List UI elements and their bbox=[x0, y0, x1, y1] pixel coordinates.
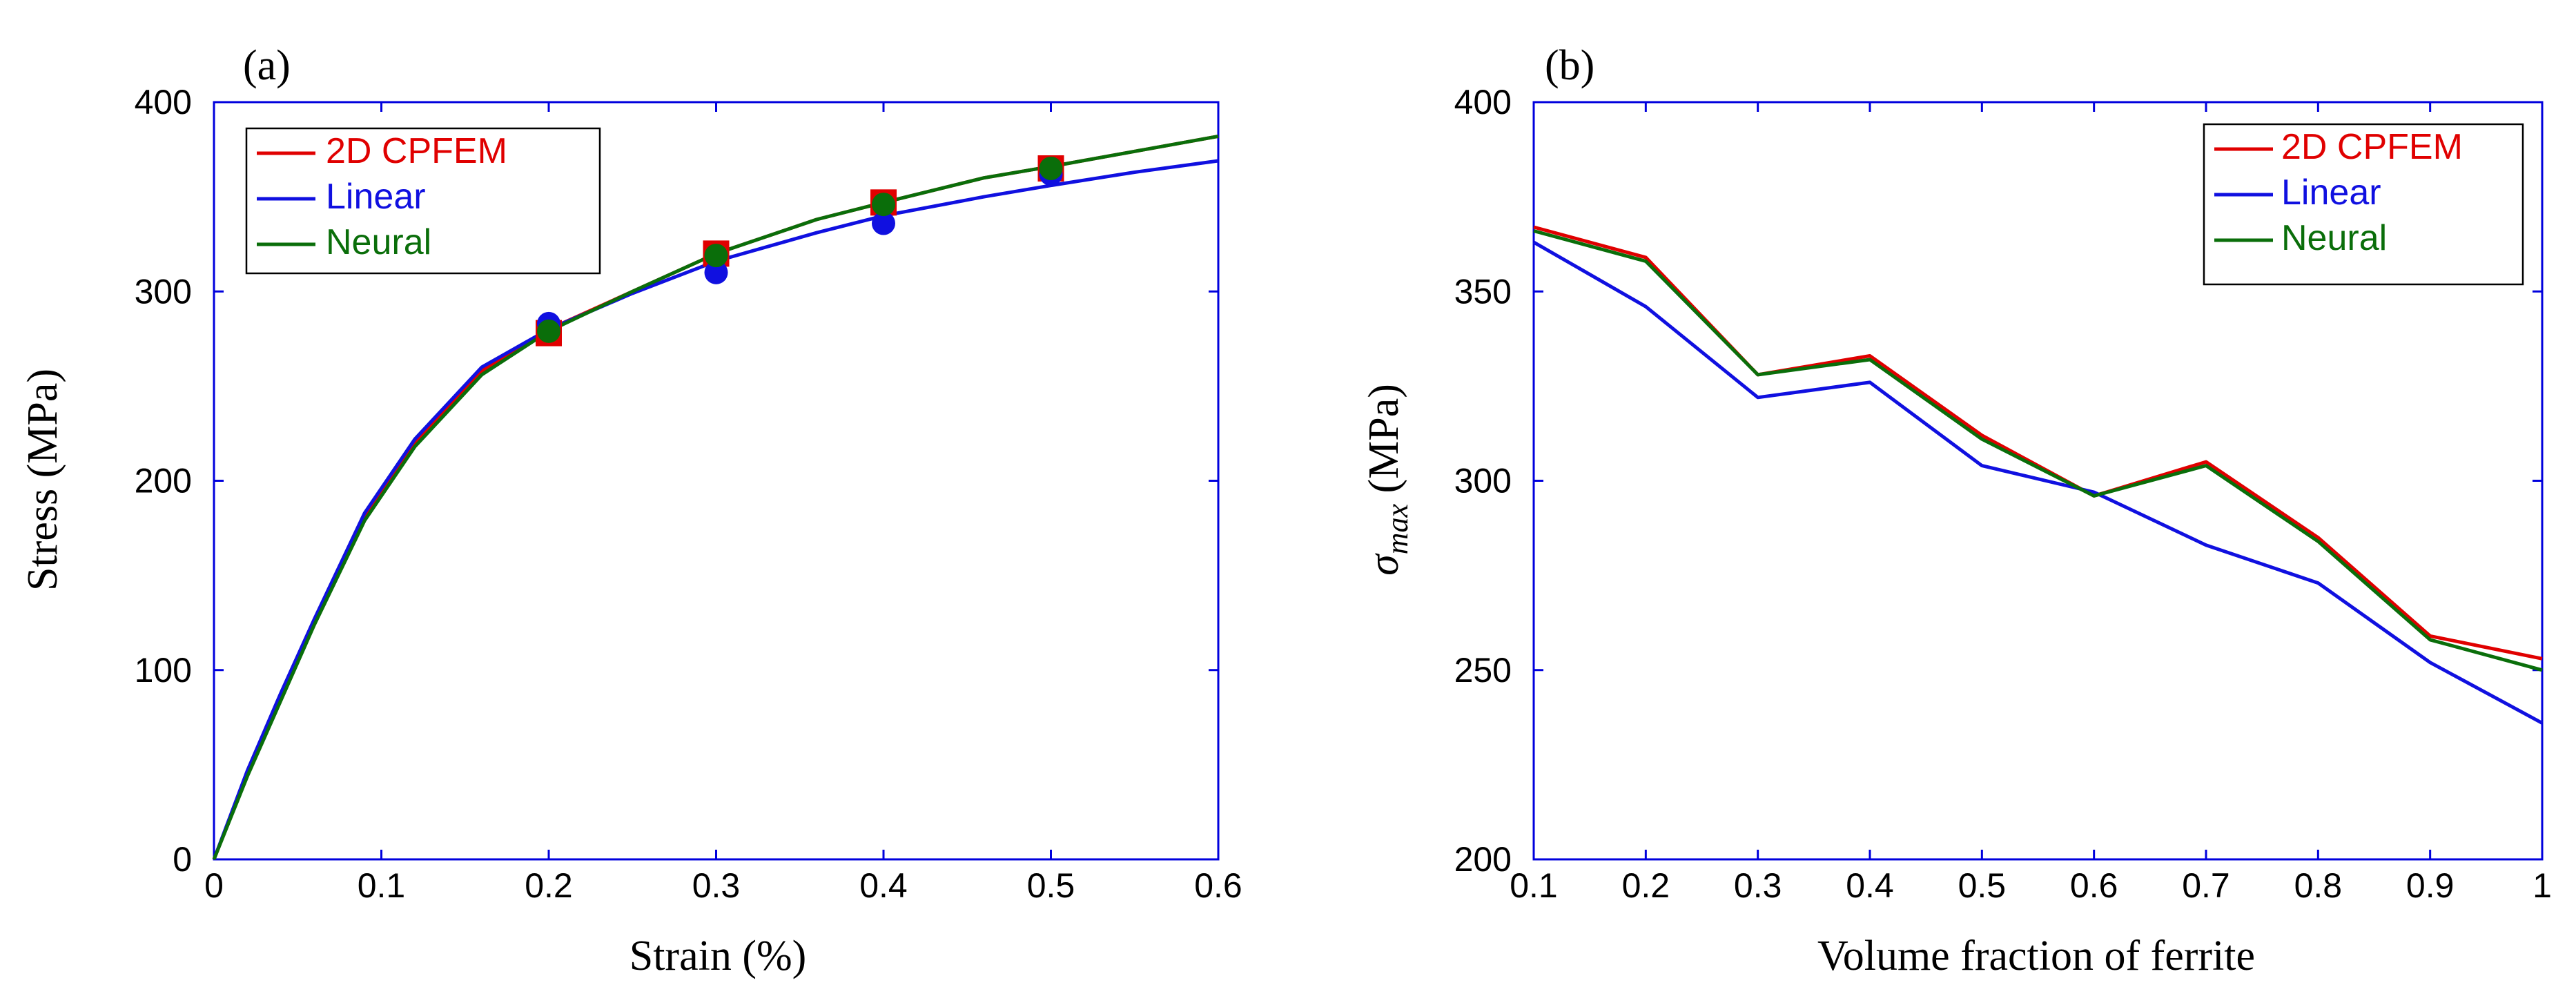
x-tick-label: 0.5 bbox=[1027, 866, 1075, 905]
y-axis-symbol: σ bbox=[1360, 553, 1407, 576]
x-tick-label: 0.2 bbox=[525, 866, 573, 905]
series-line-neural bbox=[212, 134, 1219, 860]
y-tick-label: 300 bbox=[135, 272, 192, 311]
x-tick-label: 1 bbox=[2533, 866, 2552, 905]
y-tick-label: 400 bbox=[135, 83, 192, 121]
legend: 2D CPFEM Linear Neural bbox=[2203, 123, 2524, 286]
legend-label: 2D CPFEM bbox=[2281, 127, 2463, 167]
chart-panel-a: 0 0.1 0.2 0.3 0.4 0.5 0.6 0 100 200 300 400 2D CPFEM… bbox=[19, 42, 1242, 979]
legend-label: Linear bbox=[326, 177, 426, 217]
y-axis-title: Stress (MPa) bbox=[19, 369, 66, 591]
x-tick-label: 0.2 bbox=[1622, 866, 1670, 905]
panel-label: (a) bbox=[243, 42, 291, 89]
legend-label: Linear bbox=[2281, 173, 2381, 213]
data-point-neural bbox=[1039, 156, 1063, 180]
series-line-linear bbox=[1532, 240, 2544, 725]
y-tick-label: 350 bbox=[1454, 272, 1512, 311]
series-line-neural bbox=[1533, 229, 2543, 672]
legend-label: Neural bbox=[2281, 218, 2387, 258]
legend: 2D CPFEM Linear Neural bbox=[245, 127, 601, 275]
y-tick-label: 250 bbox=[1454, 651, 1512, 690]
legend-box bbox=[2203, 123, 2524, 286]
x-tick-label: 0.4 bbox=[1846, 866, 1894, 905]
y-tick-label: 300 bbox=[1454, 462, 1512, 500]
x-tick-label: 0.7 bbox=[2182, 866, 2230, 905]
x-tick-label: 0.1 bbox=[1510, 866, 1558, 905]
data-point-neural bbox=[872, 193, 895, 217]
x-axis-title: Volume fraction of ferrite bbox=[1817, 933, 2255, 979]
x-tick-label: 0.9 bbox=[2406, 866, 2455, 905]
x-tick-label: 0.5 bbox=[1958, 866, 2007, 905]
y-axis-title: σmax (MPa) bbox=[1360, 384, 1414, 576]
x-tick-label: 0.4 bbox=[859, 866, 908, 905]
data-point-neural bbox=[704, 244, 728, 268]
y-axis-unit: (MPa) bbox=[1360, 384, 1407, 504]
y-axis-subscript: max bbox=[1380, 504, 1414, 555]
data-point-neural bbox=[537, 319, 560, 343]
y-tick-label: 0 bbox=[173, 840, 192, 879]
legend-label: Neural bbox=[326, 222, 431, 262]
x-tick-label: 0.1 bbox=[358, 866, 406, 905]
x-tick-label: 0.3 bbox=[692, 866, 741, 905]
data-point-linear bbox=[704, 260, 728, 284]
x-tick-label: 0.6 bbox=[1194, 866, 1242, 905]
x-axis-title: Strain (%) bbox=[630, 933, 807, 979]
x-tick-label: 0 bbox=[204, 866, 224, 905]
chart-panel-b: 0.1 0.2 0.3 0.4 0.5 0.6 0.7 0.8 0.9 1 200 250 300 350… bbox=[1360, 42, 2552, 979]
x-tick-label: 0.6 bbox=[2070, 866, 2118, 905]
y-tick-label: 100 bbox=[135, 651, 192, 690]
x-tick-label: 0.8 bbox=[2294, 866, 2343, 905]
y-tick-label: 200 bbox=[135, 462, 192, 500]
legend-label: 2D CPFEM bbox=[326, 131, 507, 171]
panel-label: (b) bbox=[1545, 42, 1594, 89]
y-tick-label: 200 bbox=[1454, 840, 1512, 879]
data-point-linear bbox=[872, 211, 895, 235]
x-tick-label: 0.3 bbox=[1734, 866, 1782, 905]
y-tick-label: 400 bbox=[1454, 83, 1512, 121]
